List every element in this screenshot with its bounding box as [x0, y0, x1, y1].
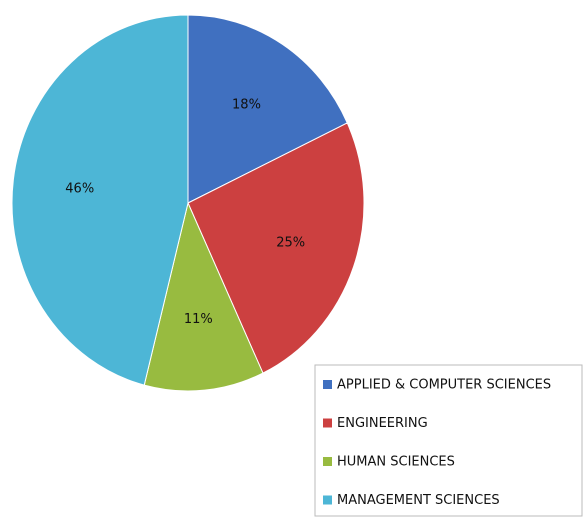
legend-label: ENGINEERING: [337, 416, 428, 431]
slice-value: 18: [232, 97, 249, 112]
legend-swatch: [323, 457, 332, 466]
legend-label: HUMAN SCIENCES: [337, 455, 455, 470]
pie-slice: [187, 14, 348, 204]
legend-label: MANAGEMENT SCIENCES: [337, 493, 500, 508]
slice-label: 11%: [184, 312, 213, 327]
slice-label: 46%: [65, 181, 94, 196]
slice-value: 11: [184, 312, 201, 327]
slice-value: 46: [65, 181, 82, 196]
slice-label: 25%: [276, 235, 305, 250]
legend-swatch: [323, 495, 332, 505]
slice-label: 18%: [232, 97, 261, 112]
pie-slice: [187, 122, 365, 374]
pie-slice: [143, 201, 264, 392]
legend-swatch: [323, 380, 332, 389]
slice-value: 25: [276, 235, 293, 250]
pie-slice: [11, 14, 189, 386]
legend-swatch: [323, 418, 332, 428]
legend-box: [314, 364, 583, 517]
legend-label: APPLIED & COMPUTER SCIENCES: [337, 378, 551, 393]
